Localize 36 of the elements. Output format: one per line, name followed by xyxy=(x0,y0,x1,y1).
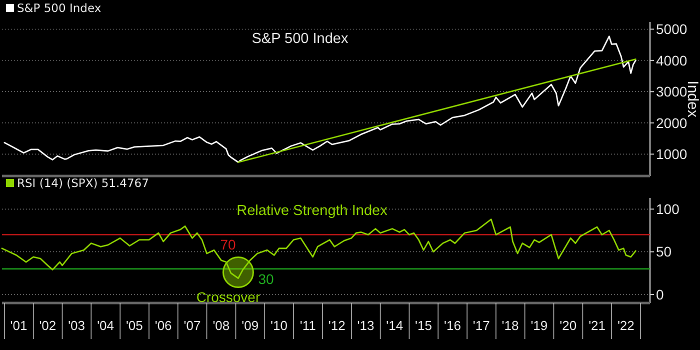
y-tick-label: 50 xyxy=(656,244,672,260)
x-tick-label: '02 xyxy=(39,318,56,333)
x-tick-label: '20 xyxy=(560,318,577,333)
x-tick-label: '12 xyxy=(328,318,346,333)
x-tick-label: '04 xyxy=(97,318,114,333)
x-tick-label: '10 xyxy=(270,318,288,333)
x-tick-label: '08 xyxy=(212,318,230,333)
x-tick-label: '14 xyxy=(386,318,404,333)
legend-label: S&P 500 Index xyxy=(17,1,102,15)
x-tick-label: '17 xyxy=(472,318,490,333)
x-tick-label: '13 xyxy=(357,318,374,333)
x-tick-label: '03 xyxy=(68,318,86,333)
legend-label: RSI (14) (SPX) 51.4767 xyxy=(17,176,149,190)
x-tick-label: '09 xyxy=(242,318,259,333)
x-tick-label: '16 xyxy=(444,318,461,333)
x-tick-label: '22 xyxy=(617,318,634,333)
text: S&P 500 Index xyxy=(252,31,349,47)
x-tick-label: '11 xyxy=(300,318,316,333)
y-tick-label: 5000 xyxy=(656,21,688,38)
x-tick-label: '01 xyxy=(10,318,28,333)
x-tick-label: '07 xyxy=(184,318,201,333)
y-tick-label: 100 xyxy=(656,201,680,217)
annotation: Crossover xyxy=(196,289,260,306)
x-tick-label: '19 xyxy=(530,318,548,333)
x-tick-label: '06 xyxy=(154,318,172,333)
y-tick-label: 4000 xyxy=(656,52,688,68)
ref-line-label: 30 xyxy=(258,270,274,287)
y-tick-label: 1000 xyxy=(656,146,688,162)
y-tick-label: 0 xyxy=(656,286,664,302)
chart-title: Relative Strength Index xyxy=(236,203,388,219)
y-tick-label: 2000 xyxy=(656,114,688,131)
ref-line-label: 70 xyxy=(220,236,236,253)
x-tick-label: '15 xyxy=(415,318,432,333)
x-tick-label: '21 xyxy=(588,318,606,333)
x-tick-label: '05 xyxy=(126,318,143,333)
x-tick-label: '18 xyxy=(502,318,519,333)
